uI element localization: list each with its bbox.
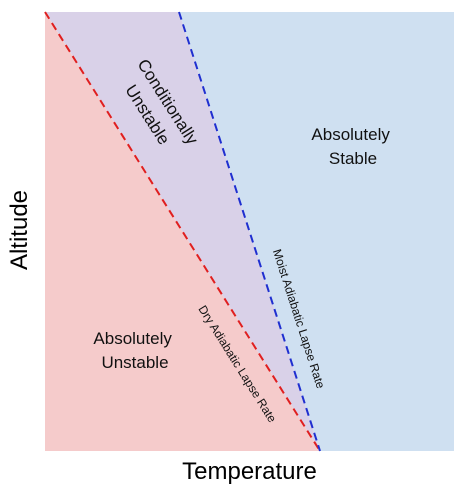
- absolutely-stable-label-line-2: Stable: [329, 149, 377, 168]
- absolutely-unstable-label-line-1: Absolutely: [93, 329, 172, 348]
- y-axis-label: Altitude: [6, 189, 33, 271]
- absolutely-unstable-region: [45, 12, 320, 451]
- absolutely-unstable-label-line-2: Unstable: [101, 353, 168, 372]
- absolutely-stable-label: Absolutely Stable: [311, 125, 394, 168]
- absolutely-unstable-label: Absolutely Unstable: [93, 329, 176, 372]
- absolutely-stable-label-line-1: Absolutely: [311, 125, 390, 144]
- moist-adiabatic-lapse-rate-line: [178, 11, 321, 452]
- dry-adiabatic-lapse-rate-line: [44, 11, 321, 452]
- absolutely-stable-region: [179, 12, 454, 451]
- x-axis-label: Temperature: [182, 458, 317, 485]
